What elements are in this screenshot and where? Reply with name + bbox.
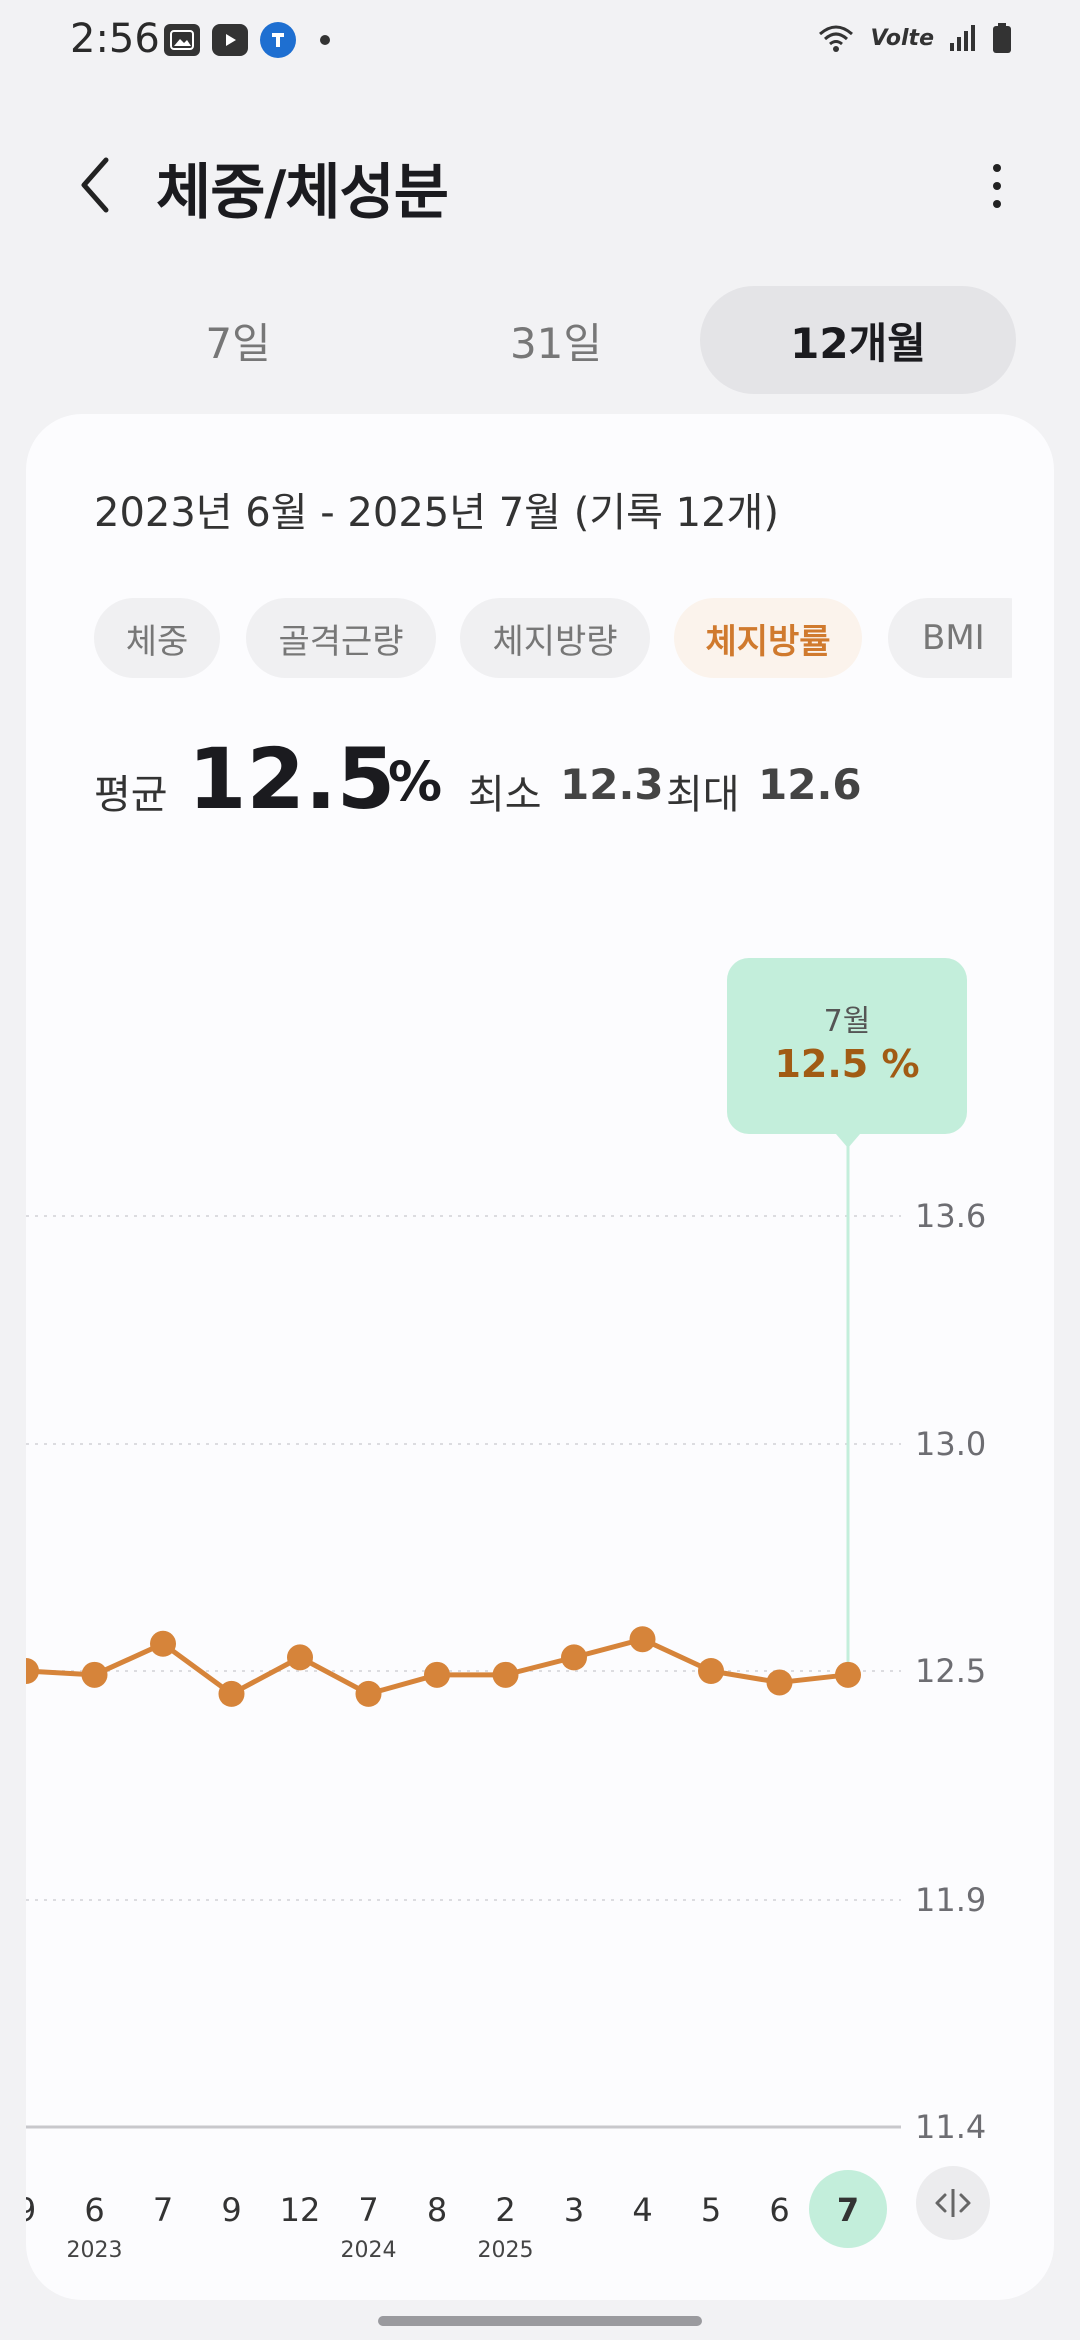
y-tick-label: 13.0 — [915, 1425, 986, 1463]
data-point — [698, 1658, 724, 1684]
x-tick-label: 12 — [280, 2191, 321, 2229]
youtube-icon — [212, 24, 248, 56]
status-time: 2:56 — [70, 16, 160, 62]
more-options-button[interactable] — [972, 156, 1022, 216]
metric-card: 2023년 6월 - 2025년 7월 (기록 12개) 체중 골격근량 체지방… — [26, 414, 1054, 2300]
x-tick-label: 7 — [358, 2191, 378, 2229]
status-bar: 2:56 Volte — [0, 0, 1080, 84]
x-tick-label: 9 — [221, 2191, 241, 2229]
chip-weight[interactable]: 체중 — [94, 598, 220, 678]
selected-x-highlight — [809, 2170, 887, 2248]
min-value: 12.3 — [560, 760, 664, 809]
avg-unit: % — [388, 750, 443, 813]
x-tick-label: 3 — [564, 2191, 584, 2229]
tooltip-month: 7월 — [823, 1004, 871, 1039]
data-point — [561, 1644, 587, 1671]
volte-icon: Volte — [870, 25, 934, 51]
x-tick-label: 7 — [153, 2191, 173, 2229]
avg-value: 12.5 — [188, 730, 396, 828]
max-label: 최대 — [666, 772, 740, 818]
x-tick-label: 2 — [495, 2191, 515, 2229]
tab-7-days[interactable]: 7일 — [205, 318, 271, 368]
more-notifications-dot — [320, 35, 330, 45]
max-value: 12.6 — [758, 760, 862, 809]
data-point — [150, 1630, 176, 1657]
data-point — [835, 1661, 861, 1688]
app-header: 체중/체성분 — [0, 130, 1080, 240]
home-indicator[interactable] — [378, 2316, 702, 2326]
data-point — [26, 1658, 39, 1684]
min-label: 최소 — [468, 772, 542, 818]
data-point — [492, 1661, 519, 1688]
data-point — [287, 1644, 313, 1671]
data-point — [424, 1661, 450, 1688]
x-year-label: 2024 — [341, 2238, 397, 2263]
x-tick-label: 9 — [26, 2191, 36, 2229]
x-tick-label: 6 — [84, 2191, 104, 2229]
period-tabs: 7일 31일 12개월 — [80, 286, 1016, 394]
data-point — [218, 1680, 245, 1707]
data-point — [629, 1626, 656, 1653]
wifi-icon — [819, 25, 854, 52]
tooltip-pointer — [836, 1134, 860, 1148]
chip-bmi[interactable]: BMI — [888, 598, 1012, 678]
y-tick-label: 12.5 — [915, 1652, 986, 1690]
chip-body-fat-mass[interactable]: 체지방량 — [460, 598, 650, 678]
data-point — [766, 1669, 793, 1696]
back-button[interactable] — [68, 150, 128, 220]
page-title: 체중/체성분 — [156, 158, 449, 228]
x-tick-label: 4 — [632, 2191, 652, 2229]
chip-skeletal-muscle[interactable]: 골격근량 — [246, 598, 436, 678]
tooltip-value: 12.5 % — [774, 1042, 920, 1086]
zoom-toggle-button[interactable] — [916, 2166, 990, 2240]
expand-horizontal-icon — [935, 2189, 971, 2217]
selected-point-tooltip: 7월 12.5 % — [727, 958, 967, 1134]
data-point — [81, 1661, 108, 1688]
gallery-icon — [164, 24, 200, 56]
data-point — [355, 1680, 382, 1707]
y-tick-label: 11.4 — [915, 2108, 986, 2146]
tab-31-days[interactable]: 31일 — [509, 318, 603, 368]
signal-icon — [950, 25, 975, 51]
y-tick-label: 11.9 — [915, 1881, 986, 1919]
more-dot-icon — [993, 182, 1001, 190]
more-dot-icon — [993, 164, 1001, 172]
notification-icons — [164, 22, 330, 58]
chip-body-fat-percent[interactable]: 체지방률 — [674, 598, 862, 678]
more-dot-icon — [993, 200, 1001, 208]
battery-icon — [993, 23, 1011, 53]
date-range-label: 2023년 6월 - 2025년 7월 (기록 12개) — [94, 490, 779, 536]
x-tick-label: 8 — [427, 2191, 447, 2229]
avg-label: 평균 — [94, 772, 168, 818]
x-year-label: 2023 — [67, 2238, 123, 2263]
tab-12-months[interactable]: 12개월 — [700, 286, 1016, 394]
chevron-left-icon — [81, 157, 109, 213]
metric-chips: 체중 골격근량 체지방량 체지방률 BMI — [94, 598, 1012, 678]
app-icon — [260, 22, 296, 58]
x-tick-label: 7 — [837, 2191, 859, 2229]
line-chart: 13.6 13.0 12.5 11.9 11.4 9 6 7 9 12 7 8 2 3 4 5 6 7 2023 20… — [26, 1134, 986, 2263]
x-tick-label: 6 — [769, 2191, 789, 2229]
y-tick-label: 13.6 — [915, 1197, 986, 1235]
x-tick-label: 5 — [701, 2191, 721, 2229]
x-year-label: 2025 — [478, 2238, 534, 2263]
system-icons: Volte — [816, 22, 1012, 54]
